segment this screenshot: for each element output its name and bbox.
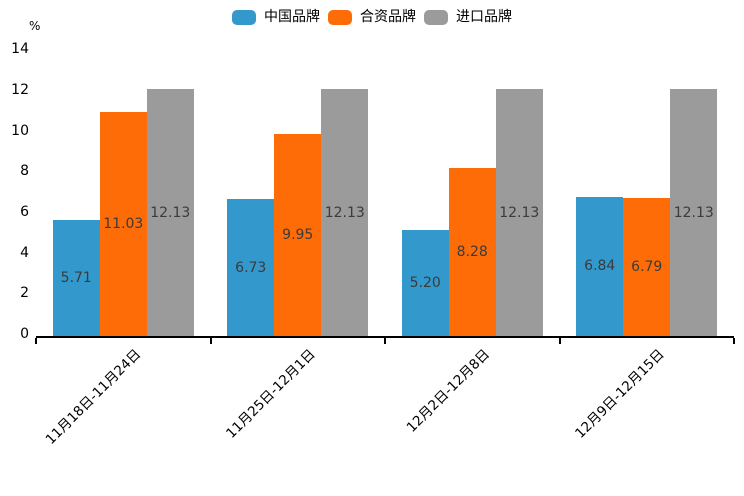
bar-中国品牌-11月18日-11月24日 <box>52 219 100 336</box>
y-axis-tick-label: 10 <box>11 122 29 139</box>
x-axis-tick-mark <box>209 338 212 344</box>
x-axis-category-label: 11月25日-12月1日 <box>222 346 319 442</box>
bar-中国品牌-12月2日-12月8日 <box>401 230 449 336</box>
bar-value-label: 5.20 <box>409 275 441 292</box>
bar-value-label: 6.79 <box>631 258 663 275</box>
bar-进口品牌-11月25日-12月1日 <box>321 89 369 336</box>
x-axis-category-label: 12月9日-12月15日 <box>571 346 668 442</box>
y-axis-tick-label: 14 <box>11 41 29 58</box>
legend-label: 进口品牌 <box>456 9 512 25</box>
legend-label: 合资品牌 <box>360 9 416 25</box>
bar-value-label: 12.13 <box>499 204 540 221</box>
bar-value-label: 9.95 <box>282 226 314 243</box>
legend-swatch-icon <box>232 9 256 25</box>
y-axis-tick-label: 8 <box>20 163 29 180</box>
legend-item: 合资品牌 <box>328 8 416 26</box>
bar-合资品牌-11月18日-11月24日 <box>99 111 147 336</box>
y-axis-unit-label: % <box>29 19 41 33</box>
bar-合资品牌-12月2日-12月8日 <box>448 167 496 336</box>
legend-swatch-icon <box>424 9 448 25</box>
bar-合资品牌-12月9日-12月15日 <box>623 197 671 336</box>
bar-value-label: 5.71 <box>60 269 92 286</box>
legend-label: 中国品牌 <box>264 9 320 25</box>
x-axis-category-label: 11月18日-11月24日 <box>42 346 144 448</box>
bar-value-label: 11.03 <box>103 215 144 232</box>
legend: 中国品牌 合资品牌 进口品牌 <box>0 8 744 26</box>
bar-进口品牌-12月9日-12月15日 <box>670 89 718 336</box>
bar-value-label: 6.84 <box>584 258 616 275</box>
y-axis-tick-label: 6 <box>20 203 29 220</box>
legend-item: 进口品牌 <box>424 8 512 26</box>
bar-value-label: 12.13 <box>673 204 714 221</box>
bar-进口品牌-11月18日-11月24日 <box>146 89 194 336</box>
x-axis-tick-mark <box>384 338 386 344</box>
bar-value-label: 6.73 <box>235 259 267 276</box>
x-axis-tick-mark <box>558 338 561 344</box>
x-axis-line <box>36 336 734 338</box>
bar-value-label: 12.13 <box>150 204 191 221</box>
legend-item: 中国品牌 <box>232 8 320 26</box>
bar-合资品牌-11月25日-12月1日 <box>274 133 322 336</box>
bar-value-label: 12.13 <box>324 204 365 221</box>
bar-中国品牌-12月9日-12月15日 <box>576 196 624 336</box>
y-axis-tick-label: 4 <box>20 244 29 261</box>
bar-value-label: 8.28 <box>456 243 488 260</box>
bar-进口品牌-12月2日-12月8日 <box>495 89 543 336</box>
x-axis-tick-mark <box>35 338 37 344</box>
x-axis-tick-mark <box>733 338 735 344</box>
y-axis-tick-label: 12 <box>11 81 29 98</box>
bar-中国品牌-11月25日-12月1日 <box>227 199 275 336</box>
x-axis-category-label: 12月2日-12月8日 <box>403 346 493 436</box>
y-axis-tick-label: 2 <box>20 285 29 302</box>
y-axis-tick-label: 0 <box>20 326 29 342</box>
legend-swatch-icon <box>328 9 352 25</box>
